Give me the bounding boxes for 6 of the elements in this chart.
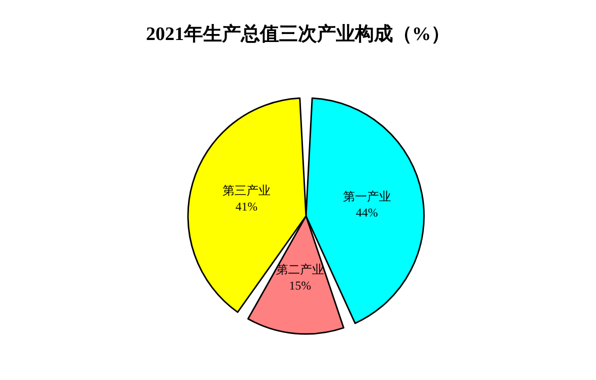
slice-label: 第三产业 (222, 184, 270, 198)
chart-title: 2021年生产总值三次产业构成（%） (146, 23, 450, 45)
data-label: 15% (289, 278, 312, 293)
slice-label: 第一产业 (342, 189, 391, 204)
data-label: 44% (356, 205, 378, 220)
data-label: 41% (235, 200, 258, 214)
